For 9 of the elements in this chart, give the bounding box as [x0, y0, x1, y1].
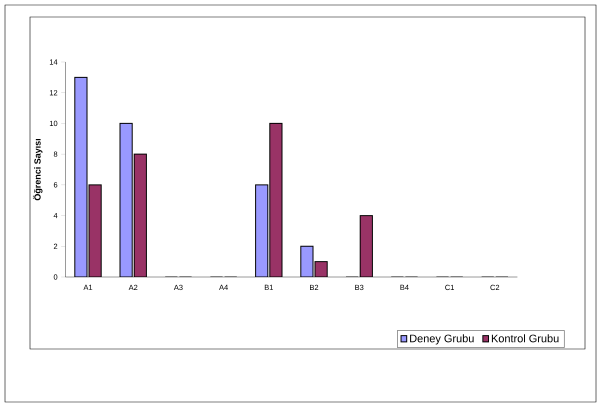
bar — [255, 184, 268, 277]
legend-label: Deney Grubu — [410, 334, 474, 344]
bar — [74, 76, 88, 277]
bar — [269, 122, 283, 277]
bar — [360, 215, 373, 277]
bar — [120, 122, 133, 277]
legend-label: Kontrol Grubu — [492, 334, 558, 342]
bar — [134, 154, 147, 277]
y-axis-title: Öğrenci Sayısı — [32, 138, 42, 200]
